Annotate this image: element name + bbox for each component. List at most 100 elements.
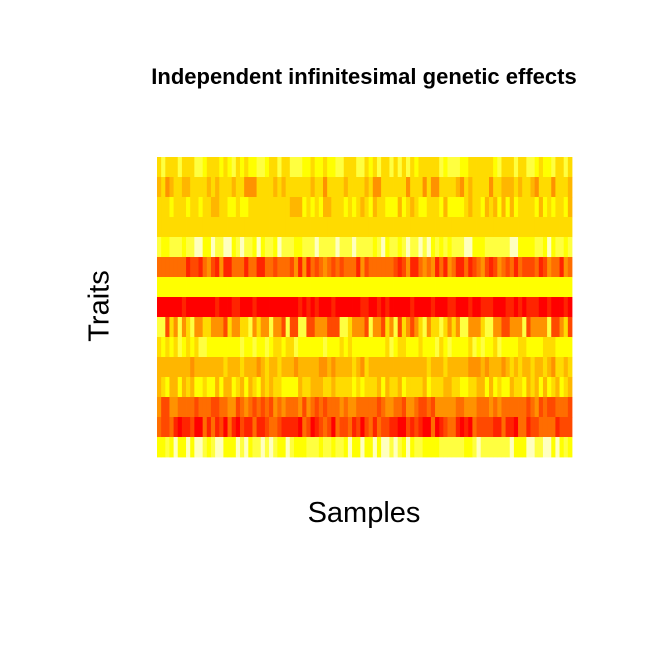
heatmap-cell — [443, 157, 448, 178]
heatmap-cell — [194, 257, 199, 278]
heatmap-cell — [360, 377, 365, 398]
heatmap-cell — [223, 257, 228, 278]
heatmap-cell — [397, 437, 403, 458]
heatmap-cell — [414, 337, 419, 358]
heatmap-cell — [443, 277, 448, 298]
heatmap-cell — [260, 297, 266, 318]
heatmap-cell — [430, 177, 436, 198]
heatmap-cell — [480, 257, 486, 278]
heatmap-cell — [314, 337, 320, 358]
heatmap-cell — [202, 377, 208, 398]
heatmap-cell — [509, 297, 515, 318]
heatmap-cell — [381, 337, 386, 358]
heatmap-cell — [198, 157, 204, 178]
heatmap-cell — [306, 357, 311, 378]
heatmap-cell — [231, 377, 237, 398]
heatmap-cell — [505, 277, 511, 298]
heatmap-cell — [410, 277, 415, 298]
heatmap-cell — [480, 177, 486, 198]
heatmap-cell — [476, 317, 482, 338]
heatmap-cell — [551, 357, 556, 378]
heatmap-cell — [538, 337, 544, 358]
heatmap-cell — [534, 177, 540, 198]
heatmap-cell — [505, 337, 511, 358]
heatmap-cell — [547, 397, 552, 418]
heatmap-cell — [306, 337, 311, 358]
heatmap-cell — [223, 337, 228, 358]
heatmap-cell — [451, 297, 457, 318]
heatmap-cell — [169, 317, 174, 338]
heatmap-cell — [273, 197, 278, 218]
heatmap-cell — [227, 417, 233, 438]
heatmap-cell — [215, 437, 220, 458]
heatmap-cell — [281, 417, 287, 438]
heatmap-cell — [489, 397, 494, 418]
heatmap-cell — [522, 357, 527, 378]
heatmap-cell — [210, 297, 216, 318]
heatmap-cell — [252, 217, 257, 238]
heatmap-cell — [381, 277, 386, 298]
heatmap-cell — [418, 277, 423, 298]
heatmap-cell — [443, 217, 448, 238]
heatmap-cell — [501, 377, 506, 398]
heatmap-cell — [464, 157, 469, 178]
heatmap-cell — [235, 257, 241, 278]
heatmap-cell — [231, 177, 237, 198]
heatmap-cell — [310, 197, 316, 218]
heatmap-cell — [401, 357, 407, 378]
heatmap-cell — [368, 177, 374, 198]
heatmap-cell — [323, 337, 328, 358]
heatmap-cell — [235, 217, 241, 238]
heatmap-cell — [447, 177, 453, 198]
heatmap-cell — [323, 217, 328, 238]
heatmap-cell — [190, 177, 195, 198]
heatmap-cell — [447, 237, 453, 258]
heatmap-cell — [513, 337, 519, 358]
heatmap-cell — [347, 157, 353, 178]
heatmap-cell — [331, 217, 336, 238]
heatmap-cell — [439, 337, 444, 358]
heatmap-cell — [210, 257, 216, 278]
heatmap-cell — [202, 277, 208, 298]
heatmap-cell — [202, 177, 208, 198]
heatmap-cell — [551, 397, 556, 418]
heatmap-cell — [235, 197, 241, 218]
heatmap-cell — [173, 357, 179, 378]
heatmap-cell — [339, 257, 345, 278]
heatmap-cell — [459, 417, 465, 438]
heatmap-cell — [264, 177, 270, 198]
heatmap-cell — [157, 257, 162, 278]
heatmap-cell — [194, 417, 199, 438]
heatmap-cell — [177, 197, 183, 218]
heatmap-cell — [439, 237, 444, 258]
heatmap-cell — [310, 377, 316, 398]
heatmap-cell — [385, 337, 390, 358]
heatmap-cell — [497, 177, 502, 198]
heatmap-cell — [323, 237, 328, 258]
heatmap-cell — [563, 337, 569, 358]
heatmap-cell — [252, 317, 257, 338]
heatmap-cell — [418, 157, 423, 178]
heatmap-cell — [298, 177, 303, 198]
heatmap-cell — [472, 317, 477, 338]
heatmap-cell — [410, 377, 415, 398]
heatmap-cell — [269, 397, 274, 418]
heatmap-cell — [534, 357, 540, 378]
heatmap-cell — [240, 317, 245, 338]
heatmap-cell — [215, 317, 220, 338]
heatmap-cell — [169, 337, 174, 358]
heatmap-cell — [505, 417, 511, 438]
heatmap-cell — [426, 197, 432, 218]
heatmap-cell — [426, 277, 432, 298]
heatmap-cell — [281, 317, 287, 338]
heatmap-cell — [310, 157, 316, 178]
heatmap-cell — [406, 417, 411, 438]
heatmap-cell — [157, 217, 162, 238]
heatmap-cell — [439, 277, 444, 298]
heatmap-cell — [352, 297, 357, 318]
heatmap-cell — [468, 237, 473, 258]
heatmap-cell — [169, 177, 174, 198]
heatmap-cell — [173, 237, 179, 258]
heatmap-cell — [555, 257, 560, 278]
heatmap-cell — [269, 237, 274, 258]
